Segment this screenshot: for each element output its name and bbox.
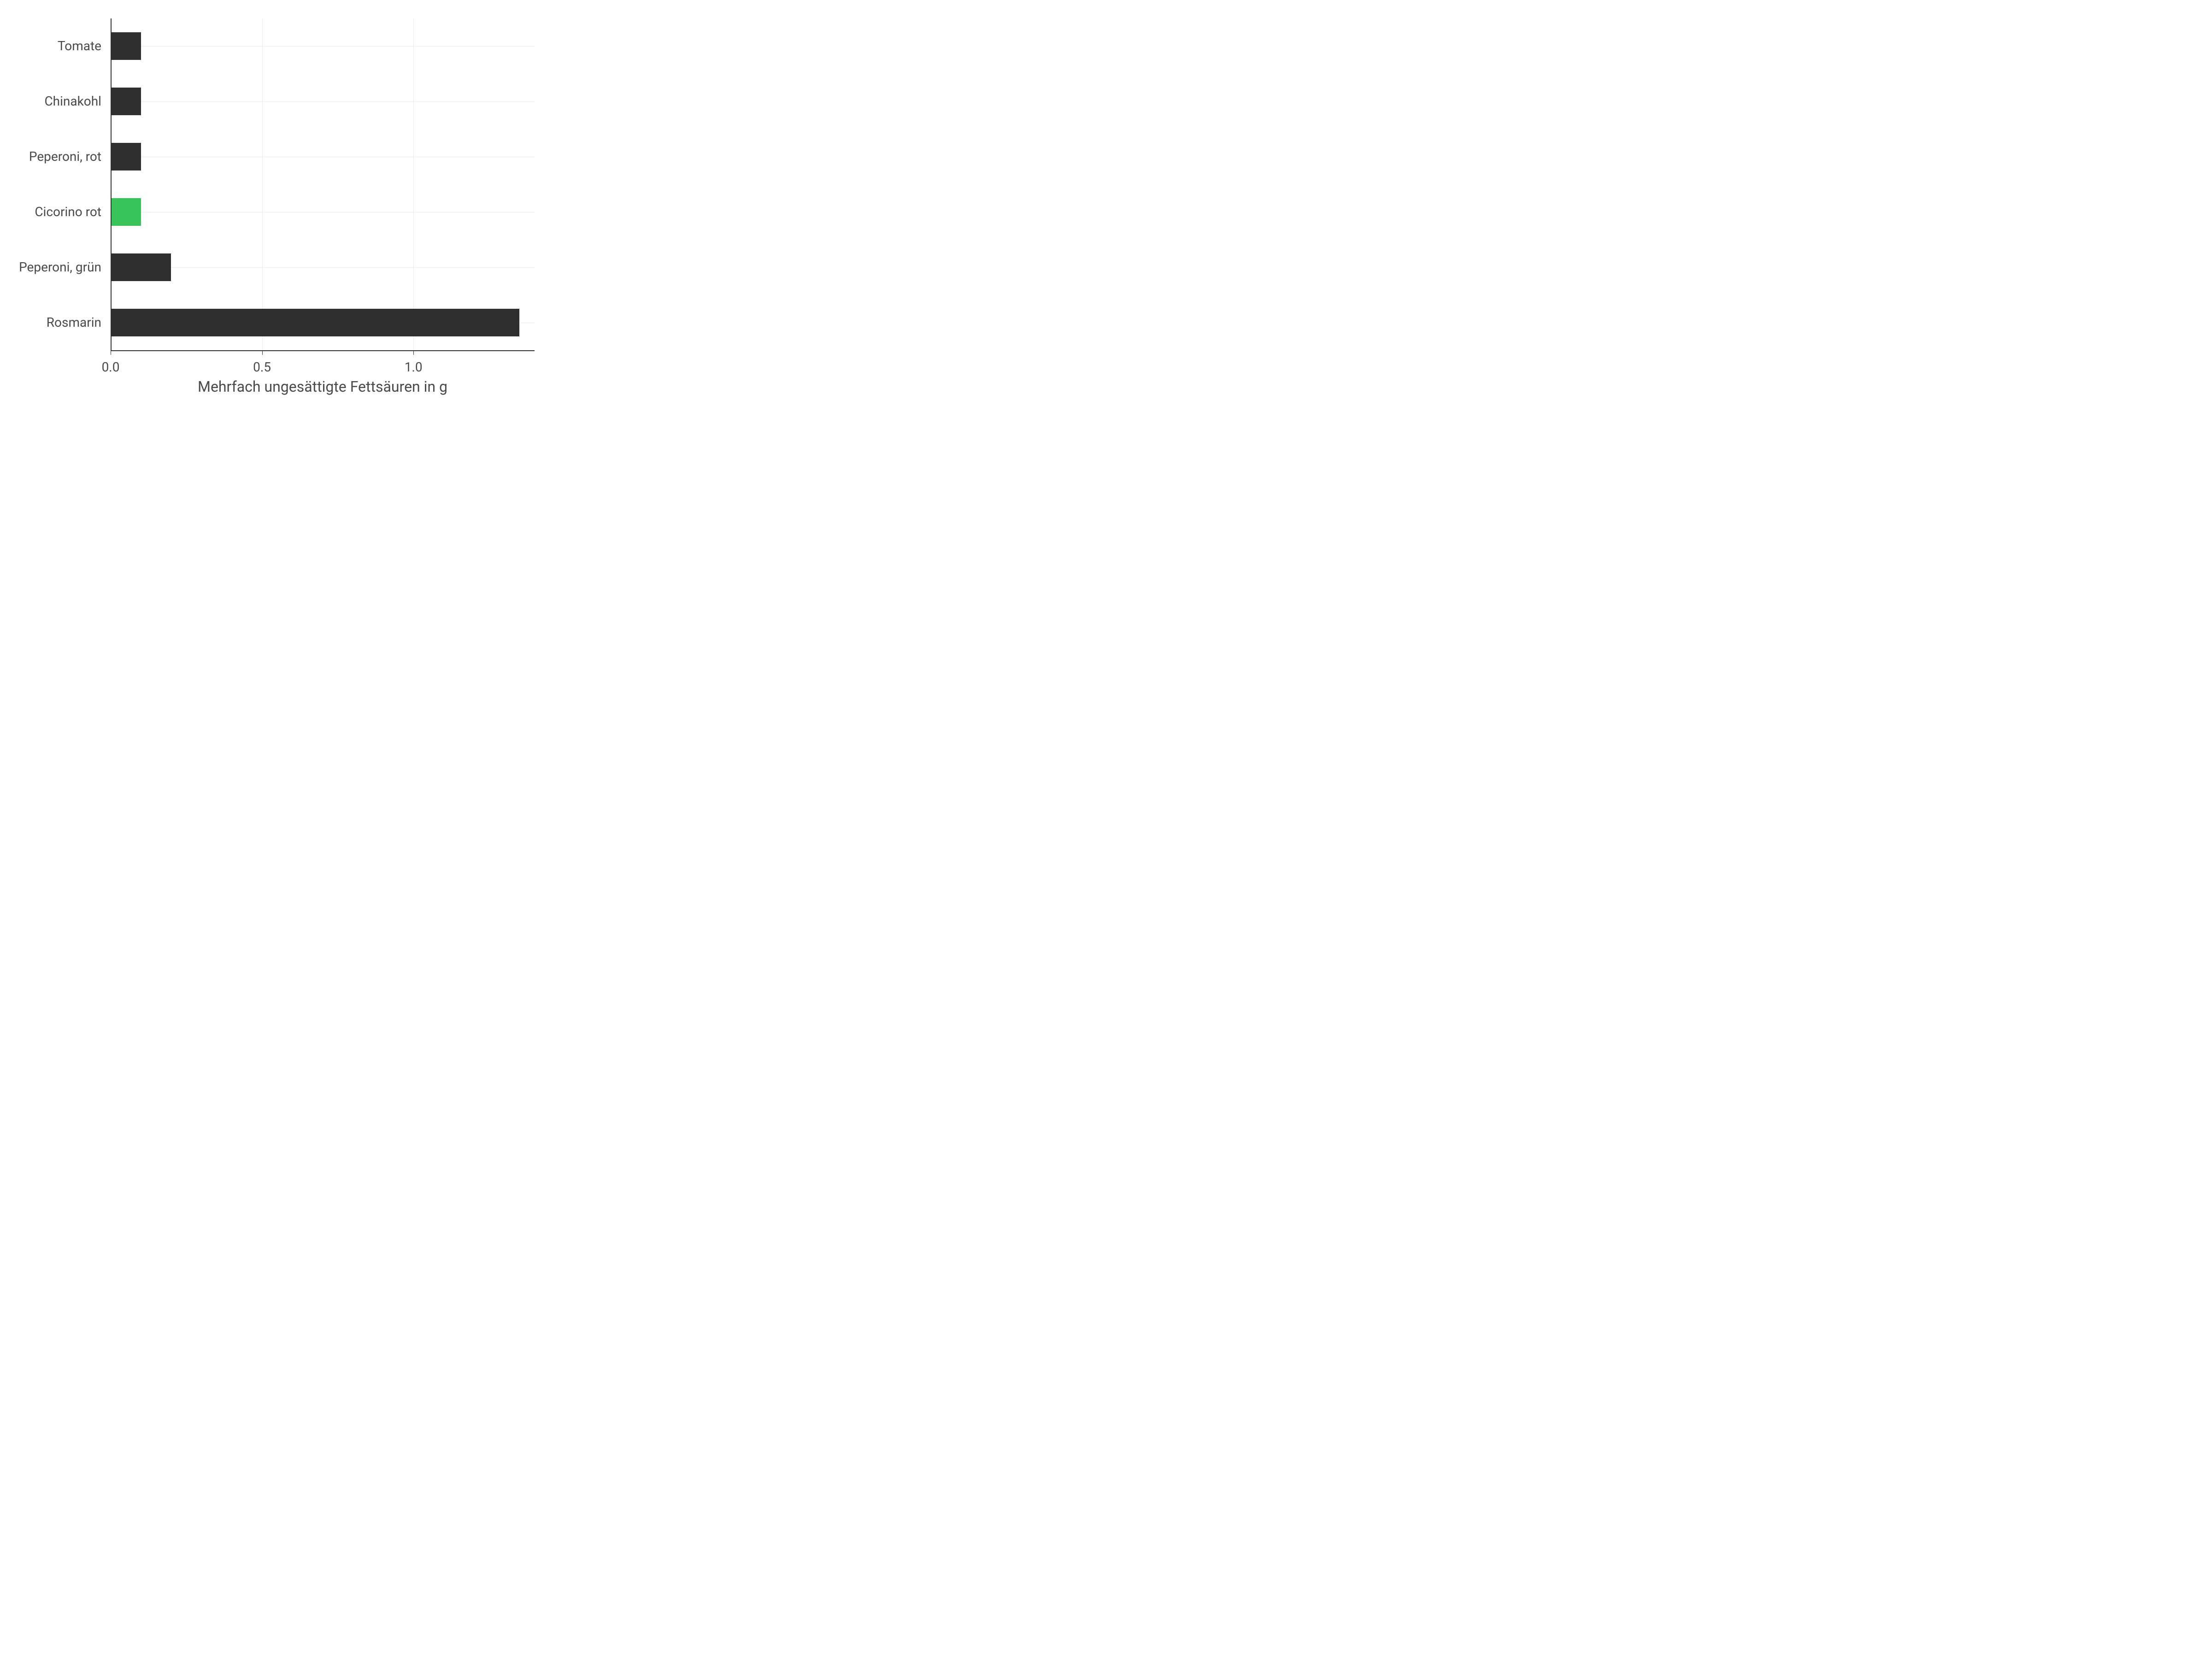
x-tick-label: 1.0	[405, 359, 423, 375]
plot-area	[111, 18, 535, 350]
gridline-horizontal	[111, 101, 535, 102]
bar	[111, 253, 171, 281]
y-category-label: Chinakohl	[0, 95, 101, 108]
y-category-label: Rosmarin	[0, 316, 101, 329]
x-axis-line	[111, 350, 535, 351]
y-category-label: Cicorino rot	[0, 206, 101, 218]
y-category-label: Tomate	[0, 40, 101, 53]
bar-chart	[111, 18, 535, 350]
gridline-horizontal	[111, 267, 535, 268]
y-category-label: Peperoni, rot	[0, 150, 101, 163]
x-tick-label: 0.0	[102, 359, 120, 375]
gridline-horizontal	[111, 46, 535, 47]
bar	[111, 32, 141, 60]
x-tick	[413, 350, 414, 355]
gridline-vertical	[262, 18, 263, 350]
y-category-label: Peperoni, grün	[0, 261, 101, 274]
gridline-vertical	[413, 18, 414, 350]
x-tick	[262, 350, 263, 355]
bar	[111, 198, 141, 226]
x-tick-label: 0.5	[253, 359, 271, 375]
y-axis-line	[111, 18, 112, 350]
bar	[111, 309, 519, 336]
x-axis-title: Mehrfach ungesättigte Fettsäuren in g	[111, 378, 535, 395]
bar	[111, 143, 141, 171]
bar	[111, 88, 141, 115]
